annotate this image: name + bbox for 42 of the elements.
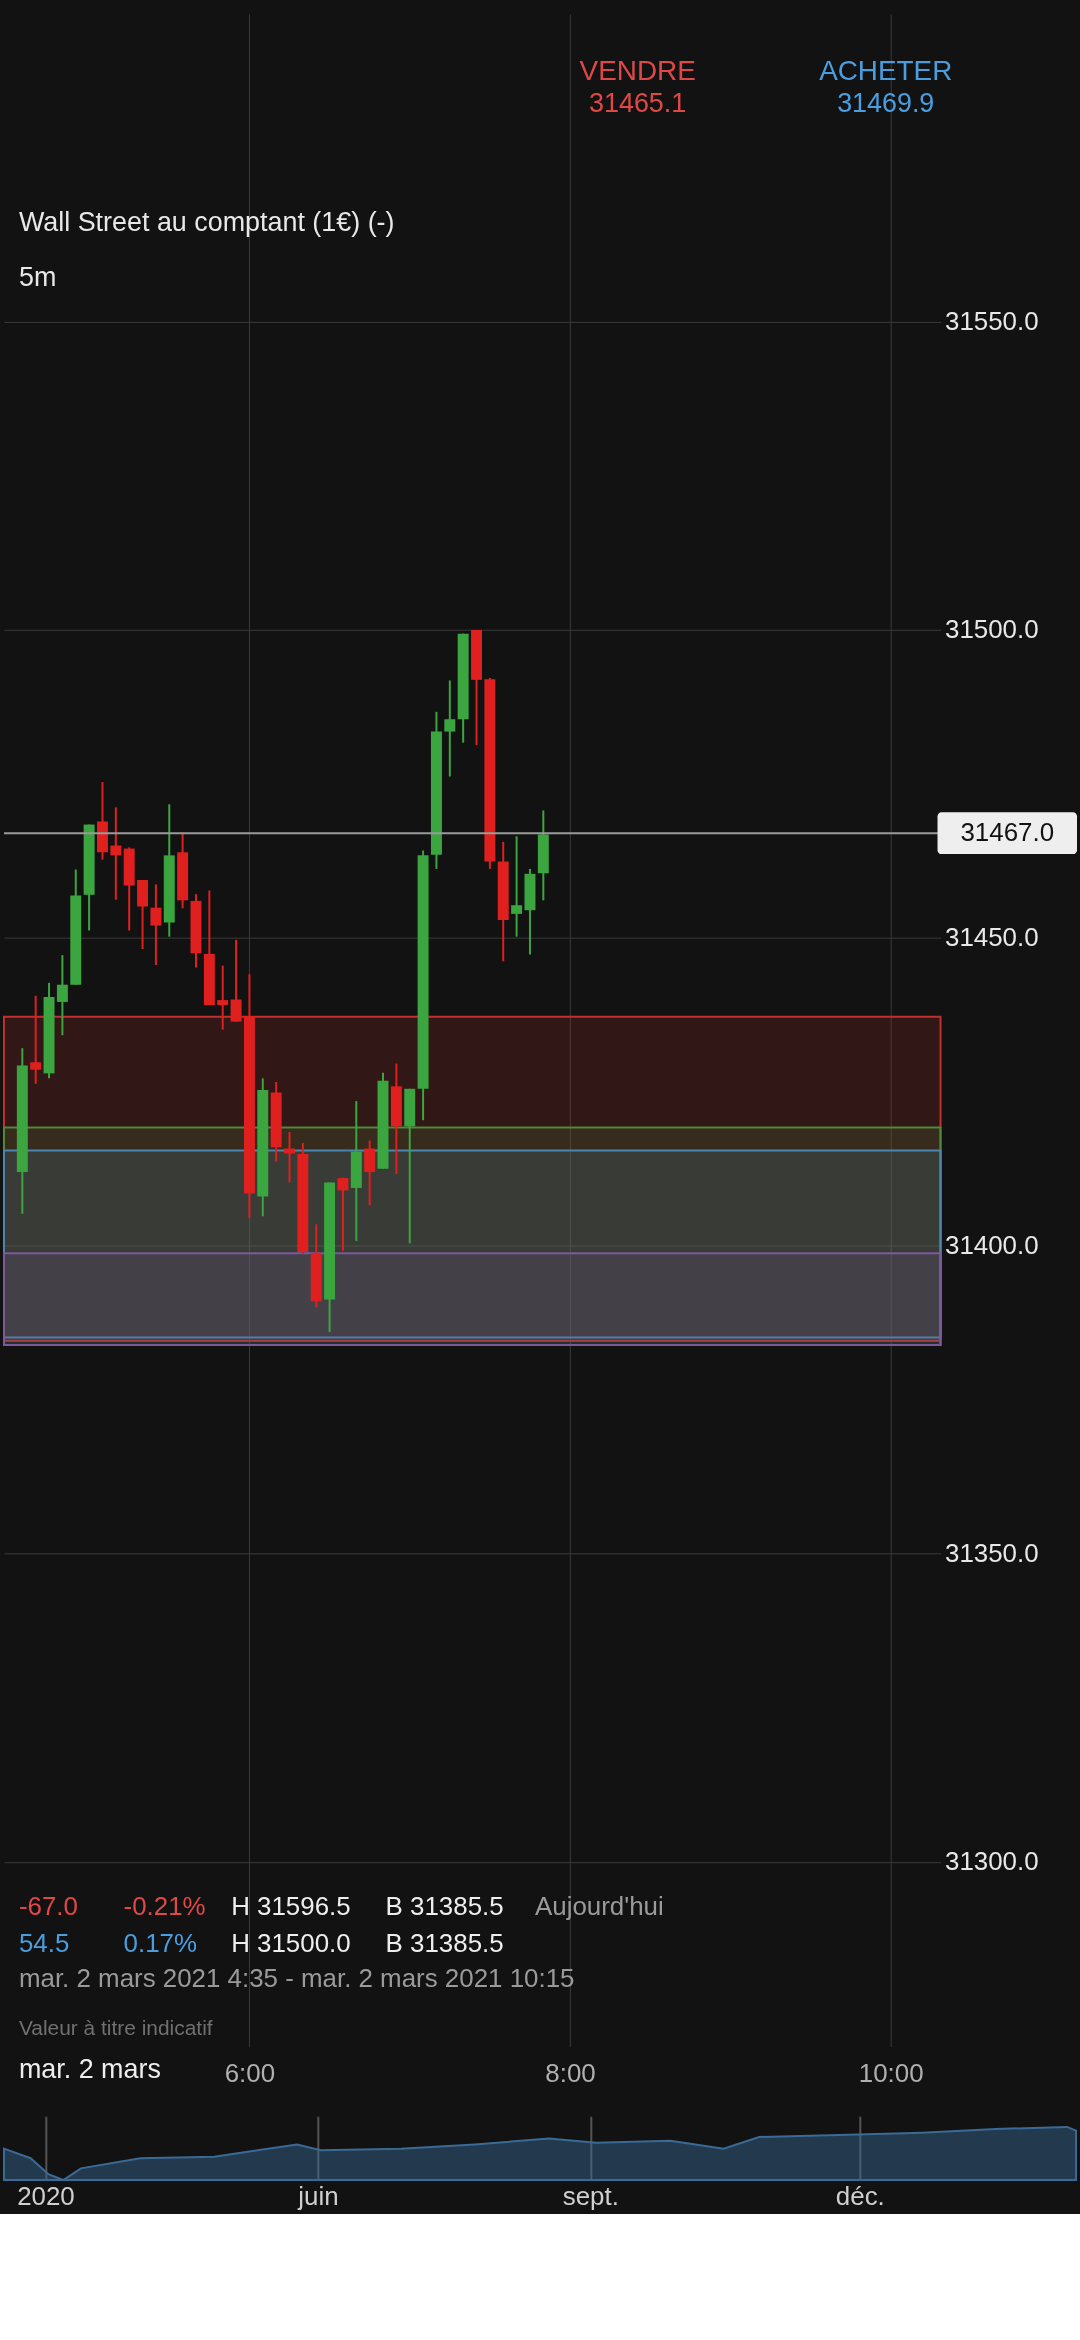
candlestick (511, 835, 523, 938)
text: mar. 2 mars (18, 2054, 161, 2085)
annotation: VENDRE (579, 54, 696, 86)
x-tick-label: 8:00 (545, 2058, 596, 2087)
y-tick-label: 31500.0 (945, 615, 1039, 644)
annotation: H 31596.5 (231, 1892, 351, 1921)
y-tick-label: 31450.0 (945, 923, 1039, 952)
annotation: 31465.1 (589, 87, 687, 118)
annotation: B 31385.5 (385, 1892, 504, 1921)
candlestick (230, 938, 242, 1023)
annotation: -67.0 (18, 1892, 78, 1921)
text: 5m (18, 262, 57, 293)
candlestick (56, 954, 68, 1037)
x-tick-label: 6:00 (224, 2058, 276, 2087)
annotation: ACHETER (819, 54, 953, 86)
text: Wall Street au comptant (1€) (-) (18, 207, 395, 238)
ref-line-label: 31467.0 (960, 818, 1055, 847)
annotation: H 31500.0 (231, 1928, 351, 1957)
candlestick (110, 806, 122, 901)
annotation: Aujourd'hui (535, 1892, 664, 1921)
annotation: 31469.9 (837, 87, 935, 118)
annotation: 54.5 (18, 1928, 70, 1957)
annotation: -0.21% (123, 1892, 206, 1921)
y-tick-label: 31550.0 (945, 307, 1039, 336)
annotation: mar. 2 mars 2021 4:35 - mar. 2 mars 2021 10:15 (18, 1963, 575, 1992)
x-tick-label: 10:00 (858, 2058, 924, 2087)
candlestick (150, 883, 162, 966)
annotation: B 31385.5 (385, 1928, 504, 1957)
x-tick-label: déc. (835, 2182, 885, 2211)
candlestick (30, 994, 42, 1085)
candlestick (444, 679, 456, 778)
x-tick-label: juin (297, 2182, 339, 2211)
annotation: Valeur à titre indicatif (18, 2015, 213, 2039)
annotation: 0.17% (123, 1928, 197, 1957)
y-tick-label: 31400.0 (945, 1231, 1039, 1260)
y-tick-label: 31350.0 (945, 1539, 1039, 1568)
candlestick (217, 964, 229, 1031)
candlestick (364, 1139, 376, 1207)
y-tick-label: 31300.0 (945, 1847, 1039, 1876)
x-tick-label: sept. (562, 2182, 619, 2211)
x-tick-label: 2020 (17, 2182, 75, 2211)
candlestick (337, 1176, 349, 1252)
